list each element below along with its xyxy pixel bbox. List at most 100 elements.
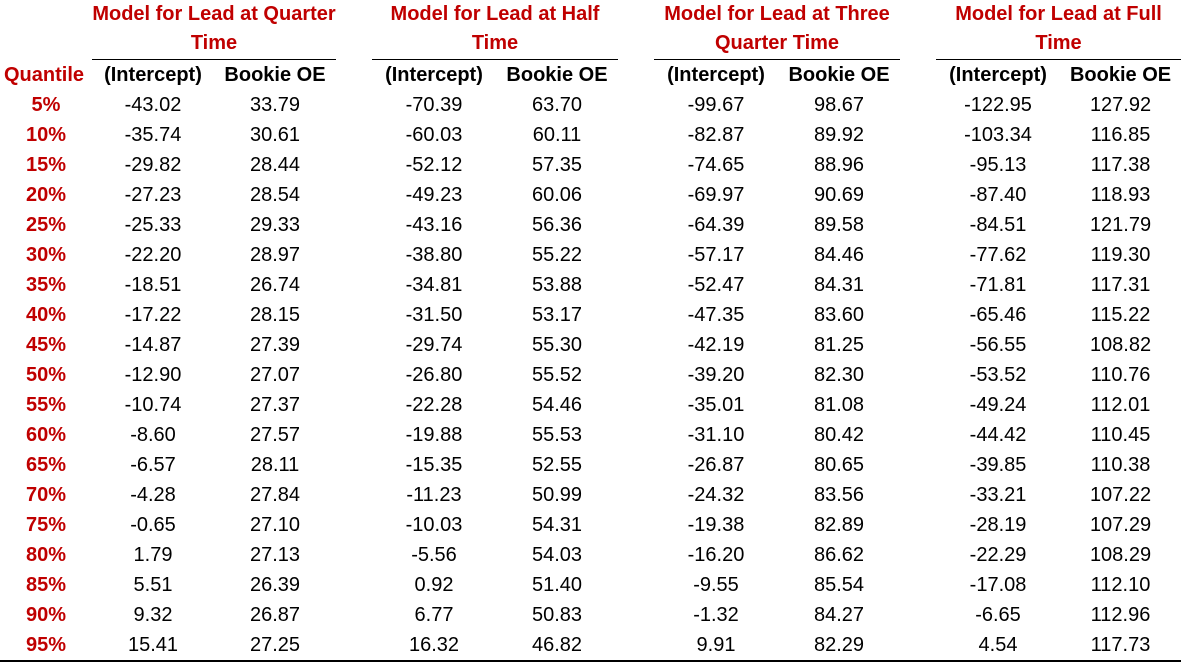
bookie-full-cell: 107.22 bbox=[1089, 484, 1152, 506]
quantile-header: Quantile bbox=[4, 63, 85, 86]
intercept-quarter-cell: -35.74 bbox=[124, 124, 182, 146]
intercept-three-quarter-cell: -42.19 bbox=[687, 334, 745, 356]
bookie-half-cell: 52.55 bbox=[531, 454, 583, 476]
intercept-full-cell: -84.51 bbox=[969, 214, 1027, 236]
bookie-full-cell: 112.10 bbox=[1090, 574, 1151, 596]
bookie-quarter-cell: 27.84 bbox=[249, 484, 301, 506]
intercept-three-quarter-cell: -16.20 bbox=[687, 544, 745, 566]
table-row: 35% -18.51 26.74 -34.81 53.88 -52.47 84.31 -71.… bbox=[0, 270, 1181, 300]
bookie-half-cell: 53.17 bbox=[531, 304, 583, 326]
bookie-half-cell: 50.99 bbox=[531, 484, 583, 506]
group-title-half-time: Model for Lead at Half Time bbox=[372, 0, 618, 60]
bookie-half-cell: 54.31 bbox=[531, 514, 583, 536]
intercept-header-half: (Intercept) bbox=[385, 64, 483, 86]
bookie-three-quarter-cell: 82.30 bbox=[813, 364, 865, 386]
intercept-full-cell: -103.34 bbox=[964, 124, 1032, 146]
bookie-half-cell: 57.35 bbox=[531, 154, 583, 176]
intercept-three-quarter-cell: -35.01 bbox=[687, 394, 745, 416]
intercept-quarter-cell: -25.33 bbox=[124, 214, 182, 236]
bookie-half-cell: 53.88 bbox=[531, 274, 583, 296]
bookie-half-cell: 63.70 bbox=[531, 94, 583, 116]
bookie-full-cell: 108.29 bbox=[1089, 544, 1152, 566]
bookie-half-cell: 50.83 bbox=[531, 604, 583, 626]
intercept-full-cell: -22.29 bbox=[969, 544, 1027, 566]
intercept-half-cell: -31.50 bbox=[405, 304, 463, 326]
intercept-half-cell: -10.03 bbox=[405, 514, 463, 536]
bookie-quarter-cell: 28.54 bbox=[249, 184, 301, 206]
group-title-full-time: Model for Lead at Full Time bbox=[936, 0, 1181, 60]
intercept-full-cell: -53.52 bbox=[969, 364, 1027, 386]
bookie-half-cell: 60.11 bbox=[532, 124, 582, 146]
bookie-full-cell: 117.31 bbox=[1090, 274, 1151, 296]
intercept-quarter-cell: -12.90 bbox=[124, 364, 182, 386]
intercept-three-quarter-cell: -57.17 bbox=[687, 244, 745, 266]
bookie-quarter-cell: 28.11 bbox=[250, 454, 300, 476]
bookie-three-quarter-cell: 85.54 bbox=[813, 574, 865, 596]
table-row: 15% -29.82 28.44 -52.12 57.35 -74.65 88.96 -95.… bbox=[0, 150, 1181, 180]
bookie-full-cell: 108.82 bbox=[1089, 334, 1152, 356]
intercept-full-cell: -44.42 bbox=[969, 424, 1027, 446]
bookie-header-three-quarter: Bookie OE bbox=[788, 64, 890, 86]
bookie-full-cell: 119.30 bbox=[1090, 244, 1151, 266]
intercept-full-cell: -6.65 bbox=[975, 604, 1021, 626]
intercept-half-cell: -43.16 bbox=[405, 214, 463, 236]
intercept-quarter-cell: -18.51 bbox=[124, 274, 182, 296]
intercept-three-quarter-cell: -74.65 bbox=[687, 154, 745, 176]
intercept-three-quarter-cell: -9.55 bbox=[693, 574, 739, 596]
intercept-full-cell: -87.40 bbox=[969, 184, 1027, 206]
quantile-cell: 35% bbox=[25, 274, 67, 296]
intercept-half-cell: -11.23 bbox=[406, 484, 462, 506]
bookie-full-cell: 110.45 bbox=[1090, 424, 1151, 446]
table-row: 95% 15.41 27.25 16.32 46.82 9.91 82.29 4.54 117.… bbox=[0, 630, 1181, 662]
intercept-header-full: (Intercept) bbox=[949, 64, 1047, 86]
bookie-three-quarter-cell: 82.29 bbox=[778, 630, 901, 662]
bookie-quarter-cell: 27.39 bbox=[249, 334, 301, 356]
bookie-quarter-cell: 26.74 bbox=[249, 274, 301, 296]
table-row: 10% -35.74 30.61 -60.03 60.11 -82.87 89.92 -103… bbox=[0, 120, 1181, 150]
bookie-half-cell: 56.36 bbox=[531, 214, 583, 236]
bookie-full-cell: 112.01 bbox=[1090, 394, 1151, 416]
bookie-full-cell: 110.38 bbox=[1090, 454, 1151, 476]
intercept-three-quarter-cell: -52.47 bbox=[687, 274, 745, 296]
quantile-cell: 20% bbox=[25, 184, 67, 206]
table-row: 65% -6.57 28.11 -15.35 52.55 -26.87 80.65 -39.8… bbox=[0, 450, 1181, 480]
bookie-quarter-cell: 27.07 bbox=[249, 364, 301, 386]
bookie-full-cell: 110.76 bbox=[1090, 364, 1151, 386]
intercept-quarter-cell: -4.28 bbox=[130, 484, 176, 506]
bookie-three-quarter-cell: 84.31 bbox=[813, 274, 865, 296]
table-row: 5% -43.02 33.79 -70.39 63.70 -99.67 98.67 -122.… bbox=[0, 90, 1181, 120]
bookie-quarter-cell: 27.10 bbox=[249, 514, 301, 536]
bookie-quarter-cell: 27.37 bbox=[249, 394, 301, 416]
intercept-full-cell: -39.85 bbox=[969, 454, 1027, 476]
bookie-quarter-cell: 28.44 bbox=[249, 154, 301, 176]
bookie-full-cell: 117.38 bbox=[1090, 154, 1151, 176]
bookie-half-cell: 54.03 bbox=[531, 544, 583, 566]
group-title-three-quarter-time: Model for Lead at Three Quarter Time bbox=[654, 0, 901, 60]
bookie-half-cell: 55.22 bbox=[531, 244, 583, 266]
bookie-half-cell: 51.40 bbox=[531, 574, 583, 596]
intercept-half-cell: 6.77 bbox=[414, 604, 454, 626]
intercept-three-quarter-cell: -31.10 bbox=[687, 424, 745, 446]
intercept-half-cell: -38.80 bbox=[405, 244, 463, 266]
table-row: 25% -25.33 29.33 -43.16 56.36 -64.39 89.58 -84.… bbox=[0, 210, 1181, 240]
quantile-cell: 90% bbox=[25, 604, 67, 626]
bookie-header-half: Bookie OE bbox=[506, 64, 608, 86]
bookie-header-quarter: Bookie OE bbox=[224, 64, 326, 86]
intercept-full-cell: -33.21 bbox=[969, 484, 1027, 506]
quantile-cell: 25% bbox=[25, 214, 67, 236]
bookie-full-cell: 116.85 bbox=[1090, 124, 1151, 146]
intercept-full-cell: -56.55 bbox=[969, 334, 1027, 356]
intercept-quarter-cell: 9.32 bbox=[133, 604, 173, 626]
bookie-three-quarter-cell: 90.69 bbox=[813, 184, 865, 206]
intercept-quarter-cell: -10.74 bbox=[124, 394, 182, 416]
bookie-three-quarter-cell: 89.58 bbox=[813, 214, 865, 236]
bookie-quarter-cell: 26.87 bbox=[249, 604, 301, 626]
bookie-three-quarter-cell: 80.42 bbox=[813, 424, 865, 446]
table-row: 75% -0.65 27.10 -10.03 54.31 -19.38 82.89 -28.1… bbox=[0, 510, 1181, 540]
bookie-three-quarter-cell: 82.89 bbox=[813, 514, 865, 536]
intercept-header-three-quarter: (Intercept) bbox=[667, 64, 765, 86]
table-row: 90% 9.32 26.87 6.77 50.83 -1.32 84.27 -6.65 112.… bbox=[0, 600, 1181, 630]
intercept-full-cell: 4.54 bbox=[936, 630, 1061, 662]
bookie-full-cell: 107.29 bbox=[1089, 514, 1152, 536]
